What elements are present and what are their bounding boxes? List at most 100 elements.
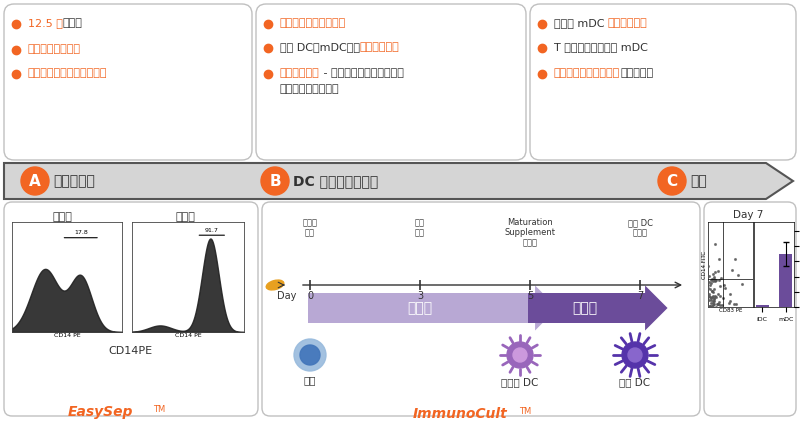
- Text: で分離: で分離: [63, 18, 82, 28]
- Text: TM: TM: [153, 405, 166, 414]
- Text: 培地
交換: 培地 交換: [415, 218, 425, 237]
- Text: 成熟 DC
を回収: 成熟 DC を回収: [627, 218, 653, 237]
- Text: C: C: [666, 173, 678, 189]
- Point: [706, 271, 719, 277]
- FancyBboxPatch shape: [704, 202, 796, 416]
- Text: 単球: 単球: [304, 375, 316, 385]
- Point: [704, 293, 717, 300]
- Bar: [756, 305, 769, 307]
- Point: [718, 282, 730, 288]
- Text: 0: 0: [307, 291, 313, 301]
- Point: [704, 302, 717, 309]
- Point: [710, 276, 722, 283]
- Circle shape: [261, 167, 289, 195]
- Text: CD14PE: CD14PE: [108, 346, 152, 356]
- X-axis label: CD14 PE: CD14 PE: [174, 333, 202, 338]
- FancyBboxPatch shape: [4, 4, 252, 160]
- Point: [706, 275, 718, 282]
- Point: [711, 301, 724, 308]
- Circle shape: [658, 167, 686, 195]
- Point: [705, 294, 718, 301]
- Circle shape: [21, 167, 49, 195]
- Text: 成熟 DC: 成熟 DC: [619, 377, 650, 387]
- Point: [706, 299, 719, 306]
- Point: [708, 298, 721, 304]
- Point: [732, 272, 745, 279]
- Circle shape: [513, 348, 527, 362]
- Point: [715, 301, 728, 308]
- Text: を添加して使用可能: を添加して使用可能: [280, 84, 340, 94]
- FancyBboxPatch shape: [4, 202, 258, 416]
- Point: [707, 285, 720, 292]
- Point: [708, 276, 721, 283]
- Point: [702, 278, 715, 285]
- Text: 未成熟 DC: 未成熟 DC: [502, 377, 538, 387]
- Text: フレキシブル: フレキシブル: [280, 68, 320, 78]
- Point: [706, 303, 718, 310]
- Point: [708, 241, 721, 248]
- Point: [705, 276, 718, 283]
- Point: [706, 288, 718, 295]
- Point: [706, 297, 719, 304]
- Point: [706, 301, 719, 308]
- Circle shape: [300, 345, 320, 365]
- Point: [707, 294, 720, 301]
- Point: [702, 291, 715, 298]
- FancyBboxPatch shape: [530, 4, 796, 160]
- Point: [709, 292, 722, 299]
- Text: 解析: 解析: [690, 174, 706, 188]
- FancyBboxPatch shape: [262, 202, 700, 416]
- Text: EasySep: EasySep: [67, 405, 133, 419]
- Point: [707, 293, 720, 300]
- Point: [709, 268, 722, 275]
- Text: 分離後: 分離後: [175, 212, 195, 222]
- Point: [702, 285, 714, 291]
- Text: 高収率で回収: 高収率で回収: [360, 42, 400, 52]
- Point: [713, 276, 726, 283]
- Text: DC への分化・成熟: DC への分化・成熟: [293, 174, 378, 188]
- Point: [713, 293, 726, 300]
- Text: 単球の分離: 単球の分離: [53, 174, 95, 188]
- Text: 明確な mDC: 明確な mDC: [554, 18, 608, 28]
- Point: [702, 296, 715, 303]
- Point: [707, 273, 720, 280]
- Text: ImmunoCult: ImmunoCult: [413, 407, 507, 421]
- Point: [708, 278, 721, 285]
- Point: [707, 276, 720, 282]
- Circle shape: [622, 342, 648, 368]
- Point: [708, 296, 721, 303]
- Circle shape: [507, 342, 533, 368]
- Text: 成熟 DC（mDC）を: 成熟 DC（mDC）を: [280, 42, 360, 52]
- Text: 分離前: 分離前: [52, 212, 72, 222]
- Point: [711, 290, 724, 297]
- Text: 成　熟: 成 熟: [573, 301, 598, 315]
- Point: [710, 304, 722, 310]
- Point: [736, 281, 749, 287]
- Polygon shape: [4, 163, 793, 199]
- Text: 分　化: 分 化: [407, 301, 433, 315]
- Circle shape: [628, 348, 642, 362]
- Text: 3: 3: [417, 291, 423, 301]
- Text: Day: Day: [277, 291, 296, 301]
- Text: 無血清・動物成分不含: 無血清・動物成分不含: [280, 18, 346, 28]
- Text: 91.7: 91.7: [205, 228, 218, 233]
- Bar: [779, 254, 792, 307]
- Point: [714, 274, 727, 281]
- Text: フェノタイプ: フェノタイプ: [608, 18, 648, 28]
- Point: [714, 301, 726, 308]
- Text: 12.5 分: 12.5 分: [28, 18, 63, 28]
- FancyBboxPatch shape: [308, 285, 558, 330]
- Point: [706, 289, 719, 296]
- Point: [723, 299, 736, 306]
- Text: に使用可能: に使用可能: [620, 68, 654, 78]
- Text: 5: 5: [527, 291, 533, 301]
- Point: [730, 301, 742, 307]
- Text: 単球の
播種: 単球の 播種: [302, 218, 318, 237]
- Point: [705, 297, 718, 304]
- Point: [723, 298, 736, 305]
- Point: [723, 291, 736, 298]
- Point: [728, 301, 741, 307]
- Text: 17.8: 17.8: [74, 229, 88, 234]
- Point: [702, 263, 715, 270]
- Point: [712, 298, 725, 305]
